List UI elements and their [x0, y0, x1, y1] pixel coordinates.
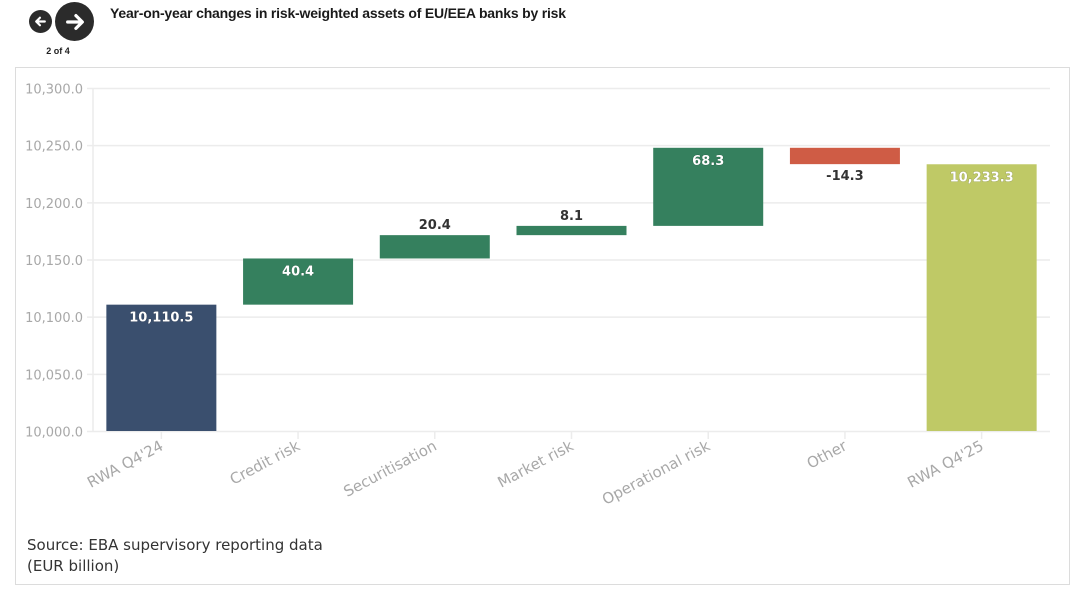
bar-rwa-q4-25	[926, 164, 1037, 432]
y-tick-label: 10,000.0	[25, 426, 83, 441]
y-tick-label: 10,300.0	[25, 83, 83, 98]
bar-rwa-q4-24	[106, 304, 217, 431]
data-labels: 10,110.5 40.4 20.4 8.1 68.3 -14.3 10,233.3	[129, 153, 1014, 326]
x-axis-ticks: RWA Q4'24 Credit risk Securitisation Market…	[84, 432, 987, 509]
chart-source-note: Source: EBA supervisory reporting data (…	[27, 535, 323, 577]
next-chart-button[interactable]	[55, 2, 94, 41]
bar-other	[789, 147, 900, 165]
arrow-left-icon	[35, 16, 46, 27]
data-label: 40.4	[282, 264, 314, 279]
y-axis-ticks: 10,000.0 10,050.0 10,100.0 10,150.0 10,200.0…	[25, 83, 83, 441]
x-tick-label: Market risk	[494, 436, 576, 491]
source-text: Source: EBA supervisory reporting data	[27, 536, 323, 554]
unit-text: (EUR billion)	[27, 557, 120, 575]
x-tick-label: Credit risk	[227, 436, 303, 488]
x-tick-label: Operational risk	[599, 436, 713, 508]
previous-chart-button[interactable]	[29, 10, 52, 33]
chart-frame	[15, 67, 1070, 585]
y-tick-label: 10,150.0	[25, 254, 83, 269]
bar-credit-risk	[243, 258, 354, 305]
data-label: 68.3	[692, 154, 724, 169]
chart-title: Year-on-year changes in risk-weighted as…	[110, 5, 566, 21]
data-label: 10,233.3	[950, 170, 1014, 185]
gridlines	[87, 87, 1050, 433]
data-label: 10,110.5	[129, 311, 193, 326]
page-counter: 2 of 4	[46, 46, 70, 56]
y-tick-label: 10,100.0	[25, 311, 83, 326]
y-tick-label: 10,200.0	[25, 197, 83, 212]
x-tick-label: Securitisation	[341, 437, 440, 501]
bars	[106, 147, 1037, 432]
x-tick-label: RWA Q4'25	[904, 437, 986, 492]
bar-market-risk	[516, 225, 627, 236]
data-label: 8.1	[560, 209, 583, 224]
arrow-right-icon	[65, 13, 84, 30]
y-tick-label: 10,050.0	[25, 368, 83, 383]
data-label: -14.3	[826, 169, 863, 184]
data-label: 20.4	[419, 218, 451, 233]
y-tick-label: 10,250.0	[25, 140, 83, 155]
bar-operational-risk	[653, 147, 764, 226]
x-tick-label: Other	[804, 436, 851, 472]
x-tick-label: RWA Q4'24	[84, 437, 166, 492]
bar-securitisation	[379, 235, 490, 259]
